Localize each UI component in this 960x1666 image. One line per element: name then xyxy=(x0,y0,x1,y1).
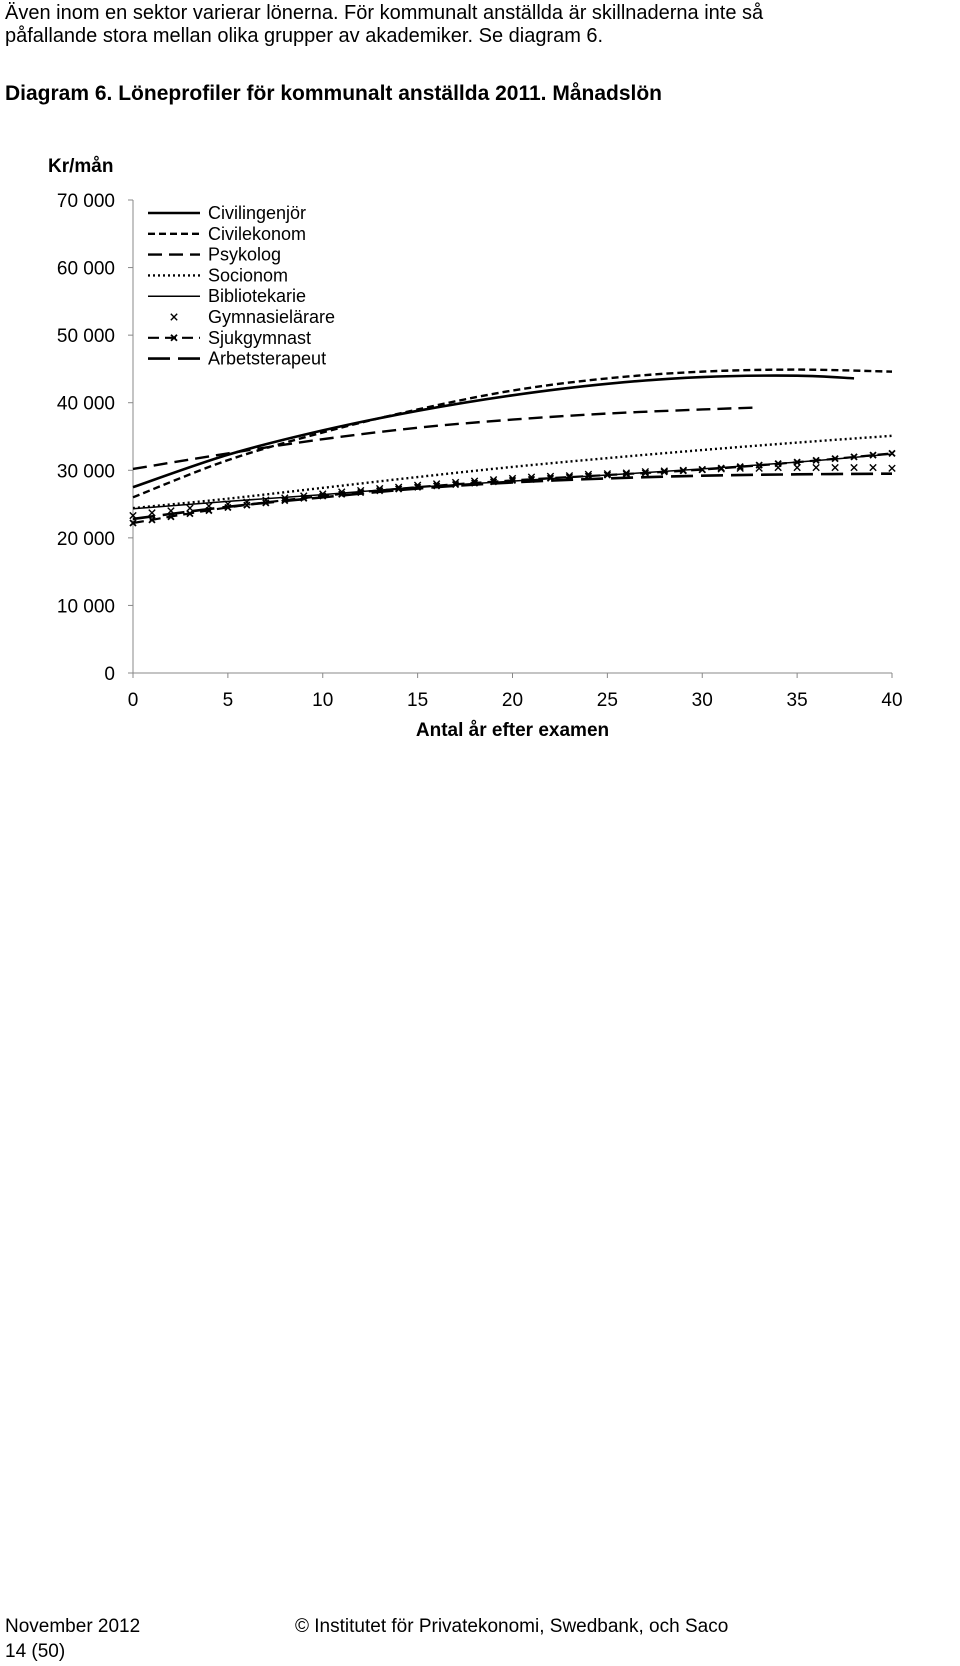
x-tick-label: 30 xyxy=(692,690,713,711)
data-point-marker xyxy=(888,449,896,458)
series-arbetsterapeut xyxy=(132,472,893,521)
legend-label: Sjukgymnast xyxy=(208,328,311,348)
data-point-marker xyxy=(888,464,896,472)
data-point-marker xyxy=(186,510,194,518)
x-tick-label: 0 xyxy=(128,690,139,711)
legend-entry: Socionom xyxy=(148,265,288,285)
data-point-marker xyxy=(129,519,137,527)
y-tick-label: 0 xyxy=(104,664,115,685)
data-point-marker xyxy=(565,471,574,480)
data-point-marker xyxy=(812,456,820,465)
legend-entry: Psykolog xyxy=(148,245,281,265)
intro-line-2: påfallande stora mellan olika grupper av… xyxy=(5,25,604,47)
data-point-marker xyxy=(869,451,877,459)
data-point-marker xyxy=(641,469,649,477)
footer-copyright: © Institutet för Privatekonomi, Swedbank… xyxy=(295,1616,729,1637)
data-point-marker xyxy=(395,485,403,493)
series-line xyxy=(132,368,893,499)
legend-label: Civilekonom xyxy=(208,224,306,244)
series-line xyxy=(132,374,855,489)
y-axis-title: Kr/mån xyxy=(48,156,113,177)
x-tick-label: 5 xyxy=(223,690,234,711)
series-line xyxy=(132,406,760,471)
series-civilingenjör xyxy=(132,374,855,489)
data-point-marker xyxy=(831,455,839,463)
data-point-marker xyxy=(831,463,839,472)
x-tick-label: 35 xyxy=(787,690,808,711)
intro-text: Även inom en sektor varierar lönerna. Fö… xyxy=(5,2,955,48)
data-point-marker xyxy=(736,463,744,471)
data-point-marker xyxy=(774,460,782,468)
x-tick-label: 15 xyxy=(407,690,428,711)
legend-entry: Gymnasielärare xyxy=(170,307,335,327)
series-line xyxy=(132,472,893,521)
x-tick-label: 10 xyxy=(312,690,333,711)
footer-date: November 2012 xyxy=(5,1616,141,1637)
legend-entry: Sjukgymnast xyxy=(148,328,311,348)
data-point-marker xyxy=(679,467,687,475)
series-socionom xyxy=(132,434,893,510)
y-tick-label: 60 000 xyxy=(57,259,115,280)
data-point-marker xyxy=(812,463,820,472)
legend-swatch xyxy=(170,313,178,321)
data-point-marker xyxy=(603,471,612,479)
data-point-marker xyxy=(850,453,858,461)
legend-entry: Civilingenjör xyxy=(148,203,306,223)
series-gymnasielärare xyxy=(129,463,896,520)
footer-page-number: 14 (50) xyxy=(5,1641,66,1662)
y-tick-label: 40 000 xyxy=(57,394,115,415)
legend-label: Civilingenjör xyxy=(208,203,306,223)
data-point-marker xyxy=(793,458,801,466)
x-axis-title: Antal år efter examen xyxy=(416,720,609,741)
x-tick-label: 25 xyxy=(597,690,618,711)
data-point-marker xyxy=(755,461,763,469)
data-point-marker xyxy=(622,470,630,478)
series-line xyxy=(132,434,893,510)
legend-label: Arbetsterapeut xyxy=(208,349,326,369)
data-point-marker xyxy=(717,464,725,472)
data-point-marker xyxy=(660,468,668,476)
data-point-marker xyxy=(451,480,460,489)
data-point-marker xyxy=(243,501,251,509)
data-point-marker xyxy=(186,504,194,512)
intro-line-1: Även inom en sektor varierar lönerna. Fö… xyxy=(5,2,764,24)
data-point-marker xyxy=(850,463,858,472)
diagram-title: Diagram 6. Löneprofiler för kommunalt an… xyxy=(5,82,662,105)
y-tick-label: 70 000 xyxy=(57,191,115,212)
legend-label: Bibliotekarie xyxy=(208,286,306,306)
y-tick-label: 20 000 xyxy=(57,529,115,550)
salary-profile-chart: Kr/mån 0 10 000 20 000 30 000 40 000 50 000 60 … xyxy=(48,156,903,741)
x-tick-label: 40 xyxy=(881,690,902,711)
series-civilekonom xyxy=(132,368,893,499)
x-tick-label: 20 xyxy=(502,690,523,711)
series-sjukgymnast xyxy=(129,449,896,527)
legend-label: Socionom xyxy=(208,265,288,285)
legend-marker xyxy=(170,334,178,342)
data-point-marker xyxy=(869,463,877,472)
y-tick-label: 30 000 xyxy=(57,461,115,482)
y-tick-label: 10 000 xyxy=(57,596,115,617)
legend-entry: Arbetsterapeut xyxy=(148,349,326,369)
legend-entry: Civilekonom xyxy=(148,224,306,244)
legend-label: Gymnasielärare xyxy=(208,307,335,327)
legend-label: Psykolog xyxy=(208,245,281,265)
legend-entry: Bibliotekarie xyxy=(148,286,306,306)
series-psykolog xyxy=(132,406,760,471)
data-point-marker xyxy=(698,465,706,474)
y-tick-label: 50 000 xyxy=(57,326,115,347)
